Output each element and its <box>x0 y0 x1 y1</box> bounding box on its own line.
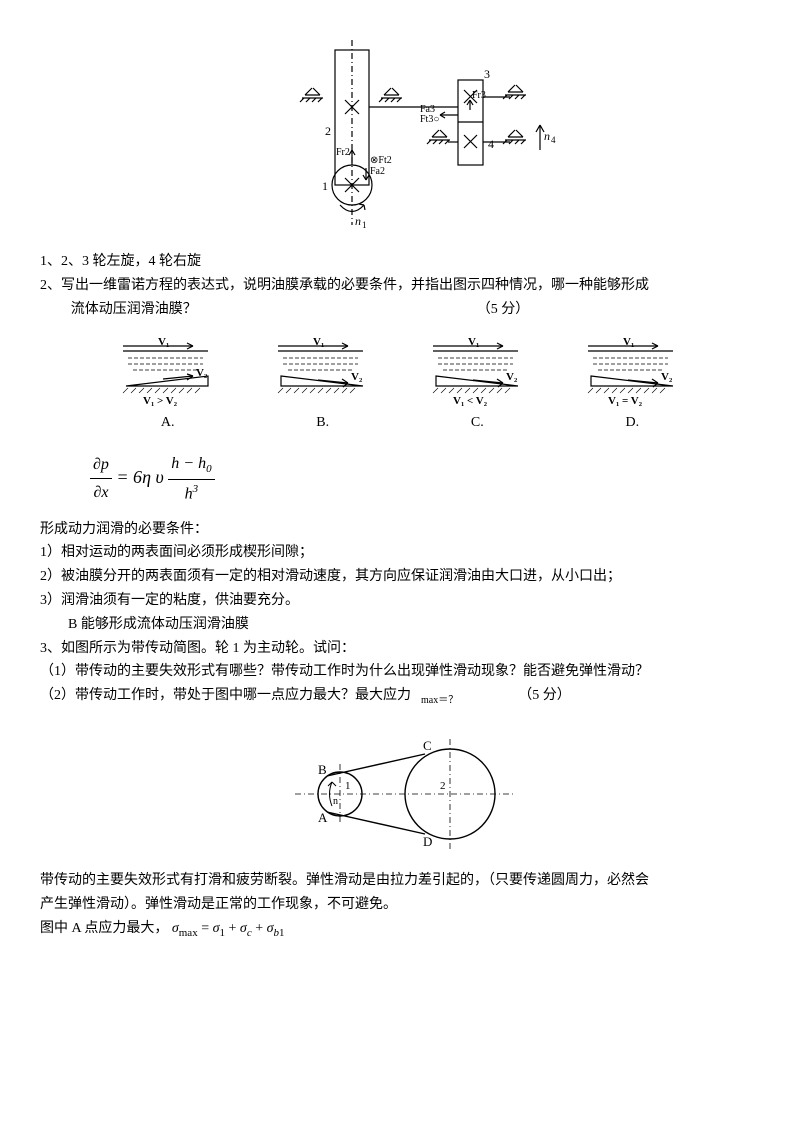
svg-text:V₁ = V₂: V₁ = V₂ <box>608 395 643 406</box>
svg-text:B: B <box>318 762 327 777</box>
q2-text: 2、写出一维雷诺方程的表达式，说明油膜承载的必要条件，并指出图示四种情况，哪一种… <box>40 274 760 298</box>
svg-text:V₂: V₂ <box>351 371 363 383</box>
cond-3: 3）润滑油须有一定的粘度，供油要充分。 <box>40 589 760 613</box>
wedge-options: V₁ V₂ V₁ > V₂ V₁ V₂ V₁ V₂ V₁ < V₂ V₁ V₂ … <box>90 336 710 406</box>
svg-text:V₁: V₁ <box>313 336 324 348</box>
q2-text2: 流体动压润滑油膜？（5 分） <box>40 298 760 322</box>
svg-text:Fr3: Fr3 <box>472 90 486 101</box>
cond-title: 形成动力润滑的必要条件： <box>40 518 760 542</box>
option-c: V₁ V₂ V₁ < V₂ <box>418 336 538 406</box>
svg-text:2: 2 <box>440 780 446 792</box>
cond-1: 1）相对运动的两表面间必须形成楔形间隙； <box>40 541 760 565</box>
svg-text:Fa2: Fa2 <box>370 166 385 177</box>
svg-text:1: 1 <box>345 780 351 792</box>
option-a: V₁ V₂ V₁ > V₂ <box>108 336 228 406</box>
cond-answer: B 能够形成流体动压润滑油膜 <box>40 613 760 637</box>
option-d: V₁ V₂ V₁ = V₂ <box>573 336 693 406</box>
q3-ans1: 带传动的主要失效形式有打滑和疲劳断裂。弹性滑动是由拉力差引起的，（只要传递圆周力… <box>40 869 760 893</box>
svg-text:V₁: V₁ <box>623 336 634 348</box>
svg-text:Ft3○: Ft3○ <box>420 114 439 125</box>
svg-text:Fr2: Fr2 <box>336 147 350 158</box>
gear-diagram: 3 2 1 4 Fr2 ⊗Ft2 Fa2 Fa3 Ft3○ Fr3 n1 n4 <box>40 40 760 240</box>
svg-text:A: A <box>318 810 328 825</box>
svg-text:n: n <box>544 129 550 143</box>
option-b: V₁ V₂ <box>263 336 383 406</box>
q3-sub1: （1）带传动的主要失效形式有哪些？带传动工作时为什么出现弹性滑动现象？能否避免弹… <box>40 660 760 684</box>
svg-text:V₁: V₁ <box>158 336 169 348</box>
svg-text:V₁ > V₂: V₁ > V₂ <box>143 395 178 406</box>
svg-text:V₁: V₁ <box>468 336 479 348</box>
svg-text:1: 1 <box>362 220 367 230</box>
svg-text:1: 1 <box>322 179 328 193</box>
option-labels: A. B. C. D. <box>90 411 710 435</box>
belt-diagram: B A C D 1 2 n <box>70 724 760 854</box>
svg-text:V₂: V₂ <box>661 371 673 383</box>
q3-ans3: 图中 A 点应力最大， σmax = σ1 + σc + σb1 <box>40 917 760 942</box>
svg-text:C: C <box>423 738 432 753</box>
svg-text:D: D <box>423 834 432 849</box>
svg-text:2: 2 <box>325 124 331 138</box>
svg-text:n: n <box>333 796 338 807</box>
svg-text:4: 4 <box>551 135 556 145</box>
svg-text:⊗Ft2: ⊗Ft2 <box>370 155 392 166</box>
svg-text:V₂: V₂ <box>506 371 518 383</box>
q1-answer: 1、2、3 轮左旋，4 轮右旋 <box>40 250 760 274</box>
label-d: D. <box>625 411 639 435</box>
svg-text:3: 3 <box>484 67 490 81</box>
label-a: A. <box>161 411 175 435</box>
reynolds-equation: ∂p∂x = 6η υ h − h0h3 <box>90 450 760 507</box>
q3-ans2: 产生弹性滑动）。弹性滑动是正常的工作现象，不可避免。 <box>40 893 760 917</box>
label-c: C. <box>471 411 484 435</box>
svg-text:4: 4 <box>488 137 494 151</box>
cond-2: 2）被油膜分开的两表面须有一定的相对滑动速度，其方向应保证润滑油由大口进，从小口… <box>40 565 760 589</box>
q3-sub2: （2）带传动工作时，带处于图中哪一点应力最大？最大应力max＝？（5 分） <box>40 684 760 709</box>
q3-text: 3、如图所示为带传动简图。轮 1 为主动轮。试问： <box>40 637 760 661</box>
svg-text:V₁ < V₂: V₁ < V₂ <box>453 395 488 406</box>
svg-text:V₂: V₂ <box>196 367 208 379</box>
label-b: B. <box>316 411 329 435</box>
svg-text:n: n <box>355 214 361 228</box>
